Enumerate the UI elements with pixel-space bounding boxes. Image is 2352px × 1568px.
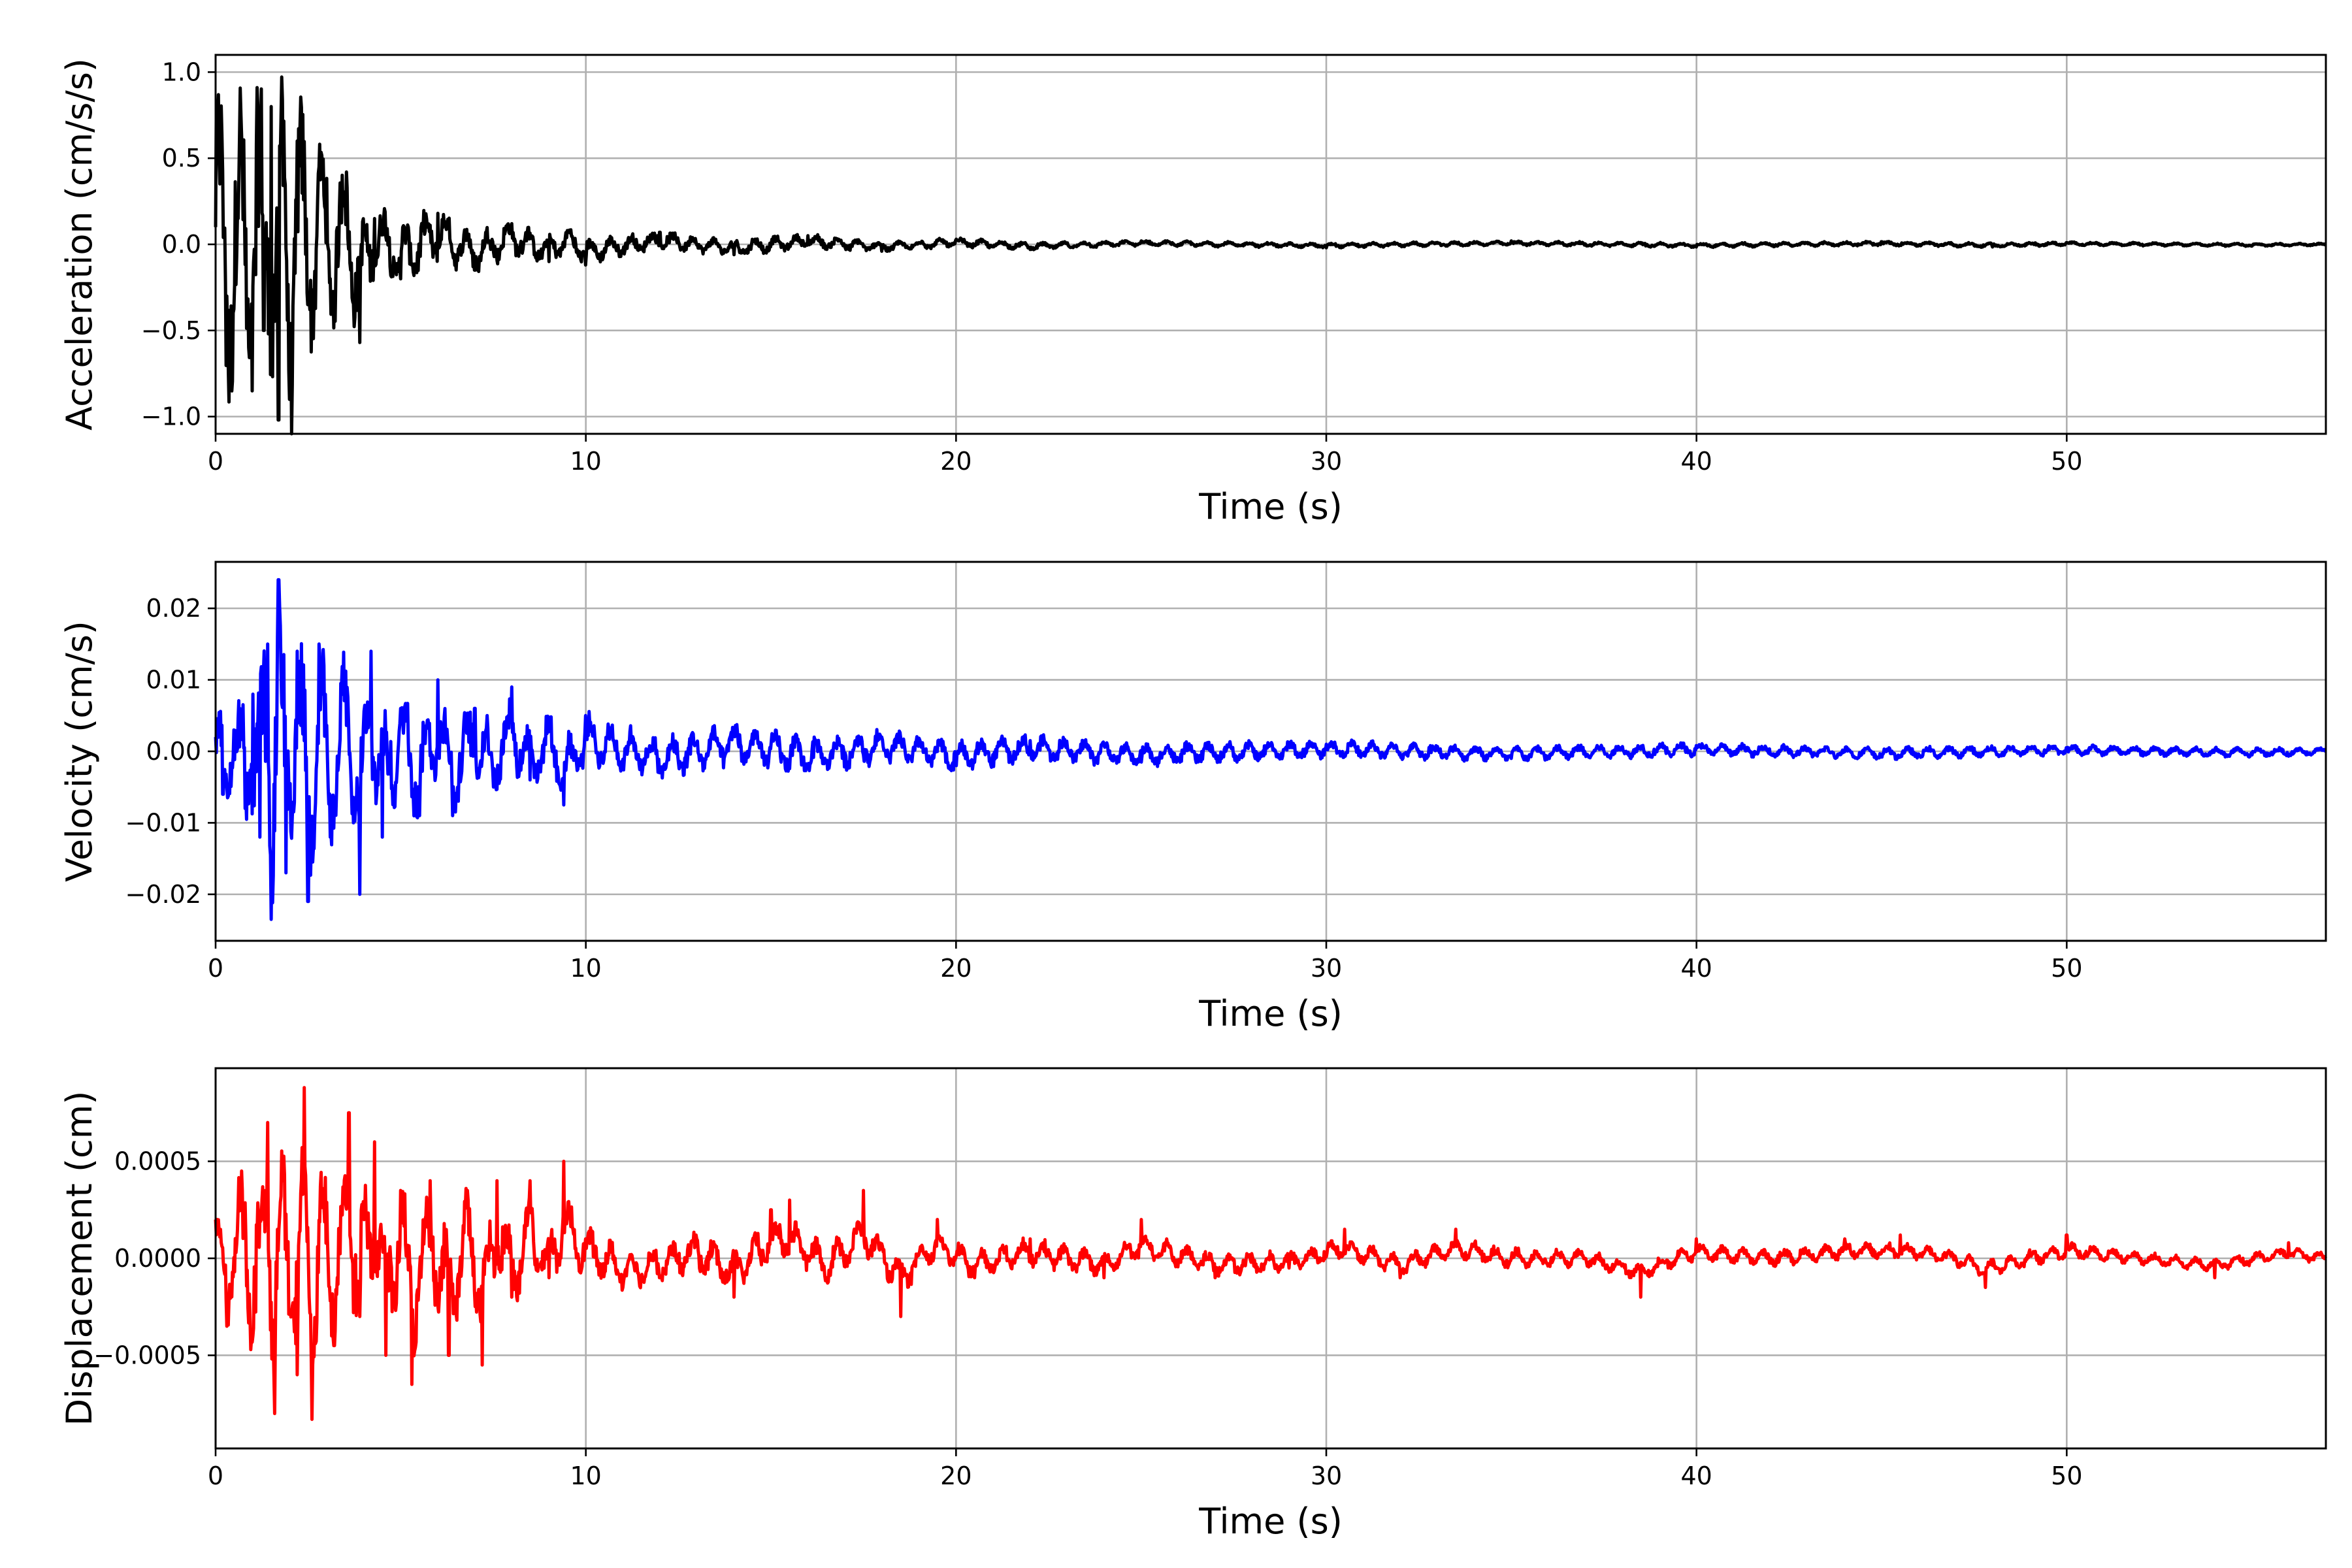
x-tick-label: 40 bbox=[1680, 954, 1712, 983]
x-axis-label: Time (s) bbox=[1198, 1501, 1343, 1542]
x-tick-label: 0 bbox=[208, 1462, 223, 1490]
x-tick-label: 0 bbox=[208, 447, 223, 476]
x-tick-label: 20 bbox=[940, 447, 972, 476]
x-tick-label: 20 bbox=[940, 954, 972, 983]
x-tick-label: 10 bbox=[570, 447, 601, 476]
panel-1: 0 10 20 30 40 50 −1.0 −0.5 0.0 0.5 1.0 Time (s) Acce… bbox=[59, 54, 2327, 527]
y-tick-label: 0.0005 bbox=[114, 1147, 201, 1176]
series-line bbox=[214, 75, 2327, 436]
y-axis-label: Acceleration (cm/s/s) bbox=[59, 58, 100, 431]
y-tick-label: −0.01 bbox=[125, 808, 201, 837]
x-tick-label: 50 bbox=[2051, 447, 2082, 476]
y-tick-label: 0.0000 bbox=[114, 1244, 201, 1273]
y-tick-label: −0.02 bbox=[125, 880, 201, 909]
y-tick-label: 0.0 bbox=[162, 230, 201, 259]
x-tick-label: 0 bbox=[208, 954, 223, 983]
series-line bbox=[214, 1086, 2328, 1421]
y-tick-label: −1.0 bbox=[141, 402, 201, 431]
y-tick-label: −0.0005 bbox=[93, 1341, 201, 1369]
y-tick-label: 1.0 bbox=[162, 57, 201, 86]
y-tick-label: 0.02 bbox=[146, 594, 201, 623]
x-tick-label: 50 bbox=[2051, 1462, 2082, 1490]
x-tick-label: 40 bbox=[1680, 1462, 1712, 1490]
x-tick-label: 10 bbox=[570, 954, 601, 983]
panel-2: 0 10 20 30 40 50 −0.02 −0.01 0.00 0.01 0.02 Time (s… bbox=[59, 561, 2327, 1034]
series-line bbox=[214, 578, 2327, 921]
x-tick-label: 30 bbox=[1311, 447, 1342, 476]
x-tick-label: 30 bbox=[1311, 1462, 1342, 1490]
x-tick-label: 30 bbox=[1311, 954, 1342, 983]
y-tick-label: 0.01 bbox=[146, 666, 201, 694]
x-tick-label: 40 bbox=[1680, 447, 1712, 476]
y-tick-label: 0.00 bbox=[146, 737, 201, 766]
x-tick-label: 10 bbox=[570, 1462, 601, 1490]
x-axis-label: Time (s) bbox=[1198, 993, 1343, 1034]
y-tick-label: −0.5 bbox=[141, 316, 201, 345]
y-axis-label: Velocity (cm/s) bbox=[59, 621, 100, 882]
y-tick-label: 0.5 bbox=[162, 144, 201, 172]
y-axis-label: Displacement (cm) bbox=[59, 1091, 100, 1426]
x-tick-label: 20 bbox=[940, 1462, 972, 1490]
x-axis-label: Time (s) bbox=[1198, 486, 1343, 527]
x-tick-label: 50 bbox=[2051, 954, 2082, 983]
panel-3: 0 10 20 30 40 50 −0.0005 0.0000 0.0005 Time (s) Di… bbox=[59, 1067, 2328, 1542]
